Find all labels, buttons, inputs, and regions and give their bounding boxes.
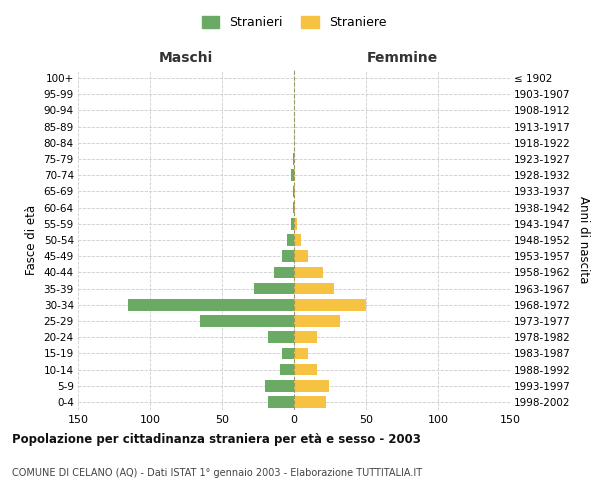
Bar — [128, 299, 294, 310]
Bar — [294, 202, 295, 213]
Text: Femmine: Femmine — [367, 51, 437, 65]
Bar — [294, 315, 340, 327]
Y-axis label: Fasce di età: Fasce di età — [25, 205, 38, 275]
Bar — [294, 282, 334, 294]
Bar — [294, 250, 308, 262]
Text: COMUNE DI CELANO (AQ) - Dati ISTAT 1° gennaio 2003 - Elaborazione TUTTITALIA.IT: COMUNE DI CELANO (AQ) - Dati ISTAT 1° ge… — [12, 468, 422, 477]
Bar — [265, 380, 294, 392]
Bar — [294, 364, 317, 376]
Bar — [294, 170, 295, 181]
Bar — [291, 170, 294, 181]
Bar — [274, 266, 294, 278]
Text: Popolazione per cittadinanza straniera per età e sesso - 2003: Popolazione per cittadinanza straniera p… — [12, 432, 421, 446]
Y-axis label: Anni di nascita: Anni di nascita — [577, 196, 590, 284]
Bar — [294, 332, 317, 343]
Bar — [294, 299, 366, 310]
Bar — [293, 202, 294, 213]
Bar — [294, 266, 323, 278]
Bar — [293, 153, 294, 165]
Bar — [268, 332, 294, 343]
Bar — [291, 218, 294, 230]
Bar — [268, 396, 294, 407]
Bar — [280, 364, 294, 376]
Bar — [200, 315, 294, 327]
Bar — [287, 234, 294, 246]
Bar — [254, 282, 294, 294]
Bar — [294, 380, 329, 392]
Legend: Stranieri, Straniere: Stranieri, Straniere — [197, 11, 391, 34]
Bar — [294, 218, 297, 230]
Bar — [294, 234, 301, 246]
Bar — [283, 348, 294, 359]
Bar — [293, 186, 294, 198]
Bar — [294, 396, 326, 407]
Bar — [294, 186, 295, 198]
Text: Maschi: Maschi — [159, 51, 213, 65]
Bar — [283, 250, 294, 262]
Bar — [294, 348, 308, 359]
